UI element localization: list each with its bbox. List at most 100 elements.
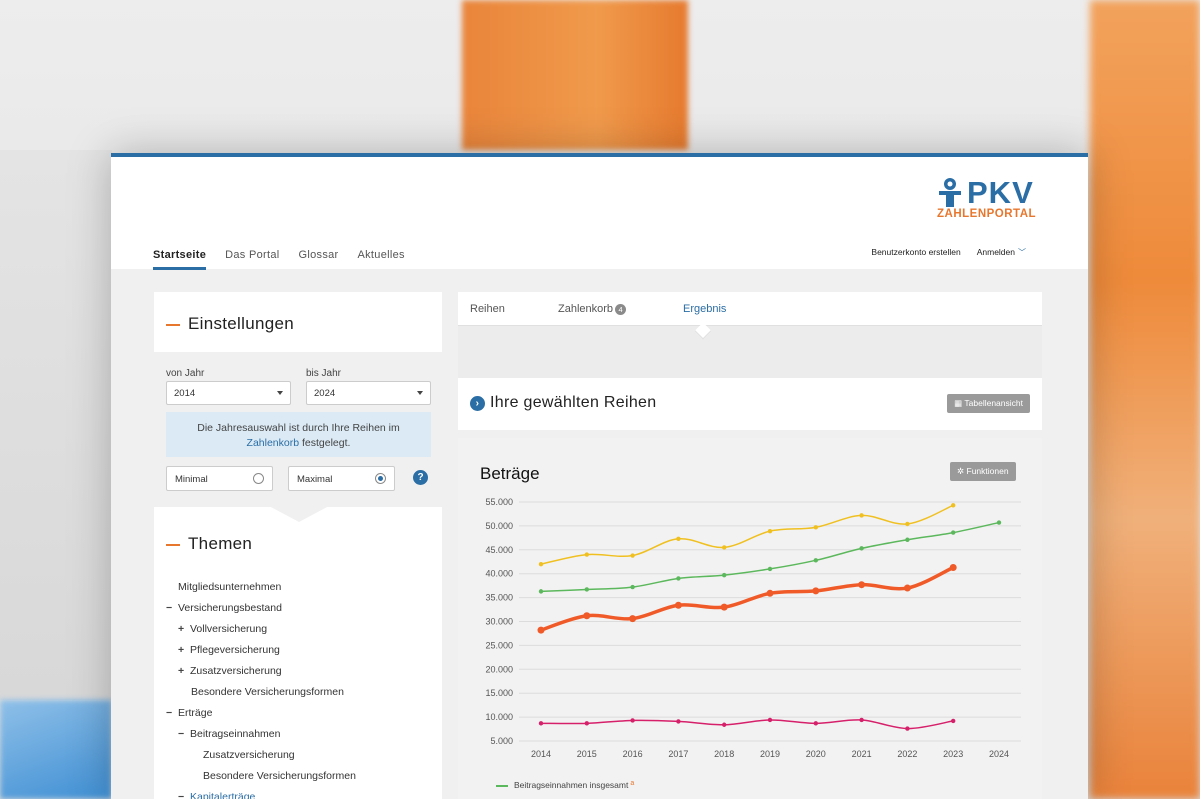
collapse-icon[interactable]: − [178, 728, 185, 740]
collapse-icon[interactable]: − [166, 602, 173, 614]
collapse-icon[interactable]: − [178, 791, 185, 799]
data-point[interactable] [676, 536, 681, 542]
series-line[interactable] [539, 565, 955, 632]
series-line[interactable] [540, 719, 954, 730]
background-blue-block [0, 700, 112, 799]
tab-ergebnis[interactable]: Ergebnis [683, 303, 727, 315]
data-point[interactable] [858, 581, 866, 589]
themes-title-text: Themen [188, 534, 253, 553]
chevron-right-icon[interactable]: › [470, 396, 485, 411]
y-tick-label: 10.000 [485, 712, 513, 722]
data-point[interactable] [859, 513, 864, 518]
data-point[interactable] [630, 553, 635, 558]
data-point[interactable] [629, 615, 637, 623]
theme-item[interactable]: + Zusatzversicherung [166, 661, 356, 682]
tab-reihen[interactable]: Reihen [470, 303, 505, 315]
data-point[interactable] [720, 603, 728, 611]
nav-glossar[interactable]: Glossar [298, 249, 339, 261]
theme-item[interactable]: − Kapitalerträge [166, 787, 356, 799]
data-point[interactable] [951, 718, 956, 724]
settings-body: von Jahr 2014 bis Jahr 2024 Die Jahresau… [154, 352, 442, 507]
theme-item[interactable]: Zusatzversicherung [166, 745, 356, 766]
data-point[interactable] [905, 521, 910, 527]
minimal-radio[interactable]: Minimal [166, 466, 273, 491]
theme-item[interactable]: − Beitragseinnahmen [166, 724, 356, 745]
data-point[interactable] [584, 721, 589, 726]
theme-item[interactable]: − Versicherungsbestand [166, 598, 356, 619]
data-point[interactable] [859, 717, 864, 723]
x-tick-label: 2023 [943, 749, 963, 759]
settings-title-text: Einstellungen [188, 314, 294, 333]
themes-tree: Mitgliedsunternehmen − Versicherungsbestan… [166, 577, 356, 799]
nav-das-portal[interactable]: Das Portal [225, 249, 280, 261]
expand-icon[interactable]: + [178, 644, 185, 656]
data-point[interactable] [813, 721, 818, 726]
create-account-link[interactable]: Benutzerkonto erstellen [871, 247, 961, 257]
data-point[interactable] [813, 558, 818, 563]
data-point[interactable] [722, 722, 727, 727]
data-point[interactable] [766, 589, 774, 597]
data-point[interactable] [676, 719, 681, 724]
data-point[interactable] [812, 587, 820, 595]
data-point[interactable] [767, 566, 773, 572]
to-year-select[interactable]: 2024 [306, 381, 431, 405]
x-tick-label: 2015 [577, 749, 597, 759]
data-point[interactable] [722, 572, 727, 578]
collapse-icon[interactable]: − [166, 707, 173, 719]
data-point[interactable] [583, 612, 591, 620]
data-point[interactable] [722, 545, 727, 550]
login-menu[interactable]: Anmelden ﹀ [977, 247, 1026, 258]
tab-zahlenkorb[interactable]: Zahlenkorb 4 [558, 303, 627, 315]
data-point[interactable] [905, 726, 910, 731]
data-point[interactable] [996, 520, 1002, 525]
zahlenkorb-link[interactable]: Zahlenkorb [246, 437, 300, 449]
functions-button[interactable]: ✲ Funktionen [950, 462, 1016, 481]
theme-item[interactable]: Besondere Versicherungsformen [166, 766, 356, 787]
theme-item-label: Kapitalerträge [190, 791, 256, 799]
functions-label: Funktionen [966, 466, 1009, 476]
maximal-radio[interactable]: Maximal [288, 466, 395, 491]
toolbar-strip [458, 326, 1042, 378]
data-point[interactable] [538, 589, 544, 594]
data-point[interactable] [674, 601, 682, 609]
from-year-select[interactable]: 2014 [166, 381, 291, 405]
data-point[interactable] [859, 546, 864, 551]
data-point[interactable] [584, 552, 589, 557]
series-line[interactable] [540, 504, 954, 565]
x-tick-label: 2018 [714, 749, 734, 759]
data-point[interactable] [537, 626, 545, 634]
pkv-logo[interactable]: PKV ZAHLENPORTAL [937, 175, 1036, 223]
theme-item[interactable]: Mitgliedsunternehmen [166, 577, 356, 598]
data-point[interactable] [951, 503, 956, 508]
theme-item[interactable]: Besondere Versicherungsformen [166, 682, 356, 703]
data-point[interactable] [538, 721, 544, 726]
theme-item[interactable]: + Pflegeversicherung [166, 640, 356, 661]
chart-legend[interactable]: Beitragseinnahmen insgesamt a [496, 780, 634, 790]
data-point[interactable] [813, 525, 818, 530]
data-point[interactable] [951, 530, 956, 535]
table-view-label: Tabellenansicht [964, 398, 1023, 408]
help-icon[interactable]: ? [413, 470, 428, 485]
data-point[interactable] [630, 584, 635, 590]
data-point[interactable] [676, 576, 681, 581]
data-point[interactable] [767, 717, 773, 723]
data-point[interactable] [630, 718, 635, 723]
data-point[interactable] [538, 561, 544, 567]
expand-icon[interactable]: + [178, 623, 185, 635]
chart-card: Beträge ✲ Funktionen 55.000 50.000 45.000 4… [458, 438, 1042, 799]
expand-icon[interactable]: + [178, 665, 185, 677]
data-point[interactable] [949, 563, 957, 571]
table-view-button[interactable]: ▦ Tabellenansicht [947, 394, 1030, 413]
data-point[interactable] [903, 584, 911, 592]
nav-startseite[interactable]: Startseite [153, 249, 207, 270]
theme-item-label: Mitgliedsunternehmen [178, 581, 282, 593]
app-window: PKV ZAHLENPORTAL Startseite Das Portal G… [111, 153, 1088, 799]
data-point[interactable] [584, 587, 589, 592]
x-tick-label: 2021 [852, 749, 872, 759]
theme-item[interactable]: + Vollversicherung [166, 619, 356, 640]
theme-item[interactable]: − Erträge [166, 703, 356, 724]
nav-aktuelles[interactable]: Aktuelles [357, 249, 405, 261]
minimal-label: Minimal [175, 474, 208, 485]
data-point[interactable] [905, 537, 910, 542]
data-point[interactable] [767, 528, 773, 534]
